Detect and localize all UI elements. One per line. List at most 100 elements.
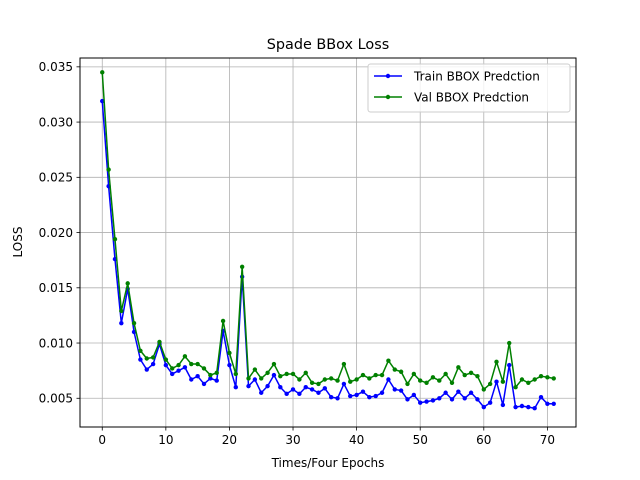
data-point	[386, 377, 391, 382]
data-point	[100, 70, 105, 75]
data-point	[316, 390, 321, 395]
data-point	[170, 371, 175, 377]
data-point	[125, 281, 130, 286]
legend: Train BBOX Predction Val BBOX Predction	[367, 63, 571, 113]
legend-label: Val BBOX Predction	[414, 90, 529, 104]
data-point	[335, 378, 340, 383]
legend-item: Train BBOX Predction	[374, 69, 540, 83]
data-point	[201, 366, 207, 371]
y-tick-label: 0.010	[39, 336, 73, 350]
data-point	[157, 339, 162, 345]
data-point	[278, 373, 283, 379]
data-point	[500, 379, 506, 384]
data-point	[373, 372, 378, 378]
data-point	[494, 379, 499, 384]
data-point	[526, 380, 531, 386]
data-point	[532, 377, 537, 382]
data-point	[246, 376, 251, 381]
data-point	[545, 375, 550, 380]
data-point	[297, 377, 302, 382]
data-point	[398, 369, 404, 374]
data-point	[227, 362, 232, 368]
data-point	[487, 381, 493, 387]
x-tick-label: 30	[285, 433, 300, 447]
grid-lines	[80, 58, 576, 427]
data-point	[519, 403, 525, 409]
data-point	[182, 354, 188, 359]
axis-ticks: 0 10 20 30 40 50 60 70 0.005 0.010 0.015 0.020 0.025…	[39, 60, 555, 447]
data-point	[449, 397, 455, 402]
data-point	[201, 381, 207, 387]
data-point	[392, 387, 397, 392]
data-point	[468, 370, 474, 376]
y-tick-label: 0.025	[39, 171, 73, 185]
x-tick-label: 60	[476, 433, 491, 447]
series-val	[100, 70, 556, 392]
data-point	[119, 308, 124, 314]
data-point	[456, 389, 461, 394]
data-point	[271, 372, 277, 378]
x-axis-label: Times/Four Epochs	[271, 456, 385, 470]
data-point	[513, 404, 518, 410]
data-point	[487, 400, 493, 405]
data-point	[144, 367, 149, 372]
data-point	[182, 365, 188, 370]
y-tick-label: 0.005	[39, 392, 73, 406]
data-point	[176, 368, 181, 373]
data-point	[176, 362, 181, 368]
data-point	[551, 376, 556, 381]
data-point	[462, 396, 467, 401]
data-point	[150, 361, 156, 367]
data-point	[360, 372, 366, 378]
data-point	[284, 391, 289, 397]
data-point	[112, 236, 118, 242]
data-point	[297, 391, 302, 397]
data-point	[106, 167, 111, 172]
data-point	[227, 350, 232, 356]
data-point	[119, 320, 124, 326]
data-point	[284, 371, 289, 377]
legend-item: Val BBOX Predction	[374, 90, 529, 104]
data-point	[367, 376, 372, 381]
data-point	[411, 371, 417, 377]
y-tick-label: 0.015	[39, 281, 73, 295]
data-point	[163, 357, 169, 362]
data-point	[220, 318, 226, 324]
data-point	[437, 378, 442, 383]
data-point	[475, 397, 480, 402]
data-point	[507, 340, 512, 346]
data-point	[475, 373, 480, 379]
data-point	[379, 372, 385, 378]
x-tick-label: 40	[349, 433, 364, 447]
data-point	[322, 386, 328, 391]
data-point	[309, 387, 315, 392]
data-point	[386, 358, 391, 363]
data-point	[532, 406, 537, 411]
data-point	[316, 381, 321, 387]
data-point	[214, 378, 219, 383]
data-point	[424, 399, 429, 404]
data-point	[481, 387, 486, 392]
data-point	[189, 361, 194, 367]
data-point	[354, 377, 359, 382]
x-tick-label: 50	[413, 433, 428, 447]
data-point	[354, 392, 359, 398]
data-point	[551, 401, 556, 406]
x-tick-label: 10	[158, 433, 173, 447]
data-point	[494, 359, 499, 365]
data-point	[379, 390, 385, 395]
data-point	[278, 385, 283, 390]
data-point	[252, 367, 258, 372]
x-tick-label: 20	[222, 433, 237, 447]
data-point	[138, 348, 143, 353]
data-point	[322, 377, 328, 382]
data-point	[468, 390, 474, 395]
legend-marker	[385, 94, 391, 100]
data-point	[341, 361, 347, 367]
data-point	[170, 366, 175, 371]
data-point	[411, 392, 417, 398]
data-point	[513, 385, 518, 390]
data-point	[290, 387, 296, 392]
data-point	[519, 377, 525, 382]
